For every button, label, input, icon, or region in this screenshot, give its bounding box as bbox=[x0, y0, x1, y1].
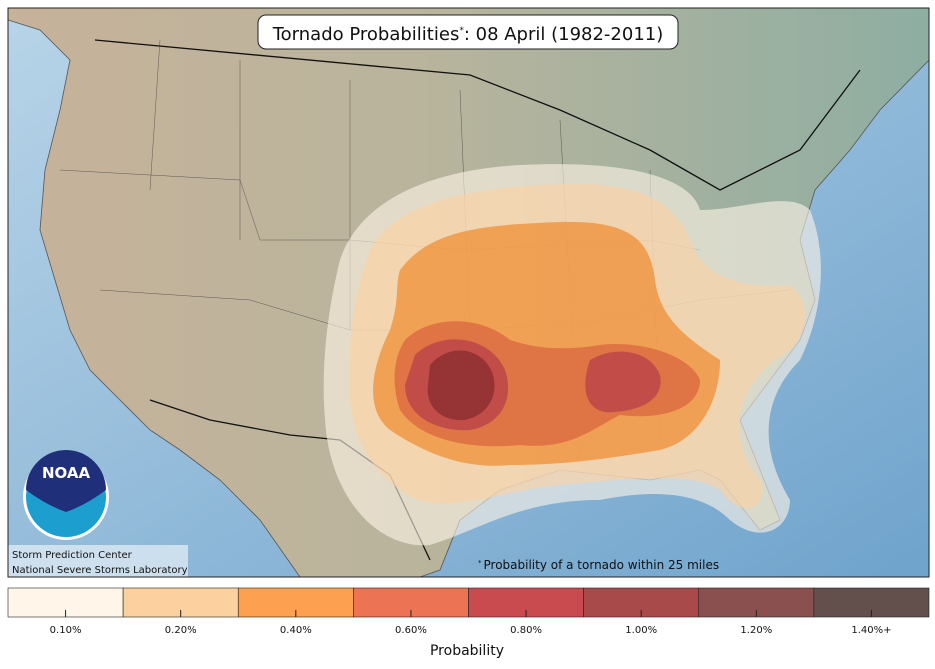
map: Tornado Probabilities*: 08 April (1982-2… bbox=[8, 8, 929, 577]
colorbar-label: 1.20% bbox=[740, 625, 772, 636]
colorbar-label: 0.10% bbox=[50, 625, 82, 636]
credit: National Severe Storms Laboratory bbox=[12, 565, 188, 576]
colorbar-label: 1.00% bbox=[625, 625, 657, 636]
colorbar-label: 0.40% bbox=[280, 625, 312, 636]
footnote-text: Probability of a tornado within 25 miles bbox=[484, 558, 720, 572]
colorbar-label: 0.60% bbox=[395, 625, 427, 636]
title-marker: * bbox=[459, 26, 464, 36]
map-frame bbox=[7, 7, 930, 578]
credits-box bbox=[8, 545, 188, 577]
title-main: Tornado Probabilities bbox=[272, 24, 460, 45]
title-box bbox=[257, 14, 679, 50]
footnote-marker: * bbox=[478, 559, 482, 567]
footnote: * Probability of a tornado within 25 mile… bbox=[478, 558, 719, 572]
probability-contours bbox=[323, 164, 821, 546]
noaa-logo: NOAA bbox=[23, 450, 109, 540]
logo-text: NOAA bbox=[42, 464, 91, 482]
colorbar-label: 0.20% bbox=[165, 625, 197, 636]
logo-top bbox=[26, 450, 106, 512]
title: Tornado Probabilities*: 08 April (1982-2… bbox=[272, 24, 664, 45]
colorbar: 0.10% 0.20% 0.40% 0.60% 0.80% 1.00% 1.20% 1.40%… bbox=[7, 587, 930, 636]
legend-title: Probability bbox=[430, 643, 504, 659]
colorbar-label: 1.40%+ bbox=[851, 625, 891, 636]
title-date: : 08 April (1982-2011) bbox=[464, 24, 663, 45]
credit: Storm Prediction Center bbox=[12, 550, 133, 561]
colorbar-label: 0.80% bbox=[510, 625, 542, 636]
